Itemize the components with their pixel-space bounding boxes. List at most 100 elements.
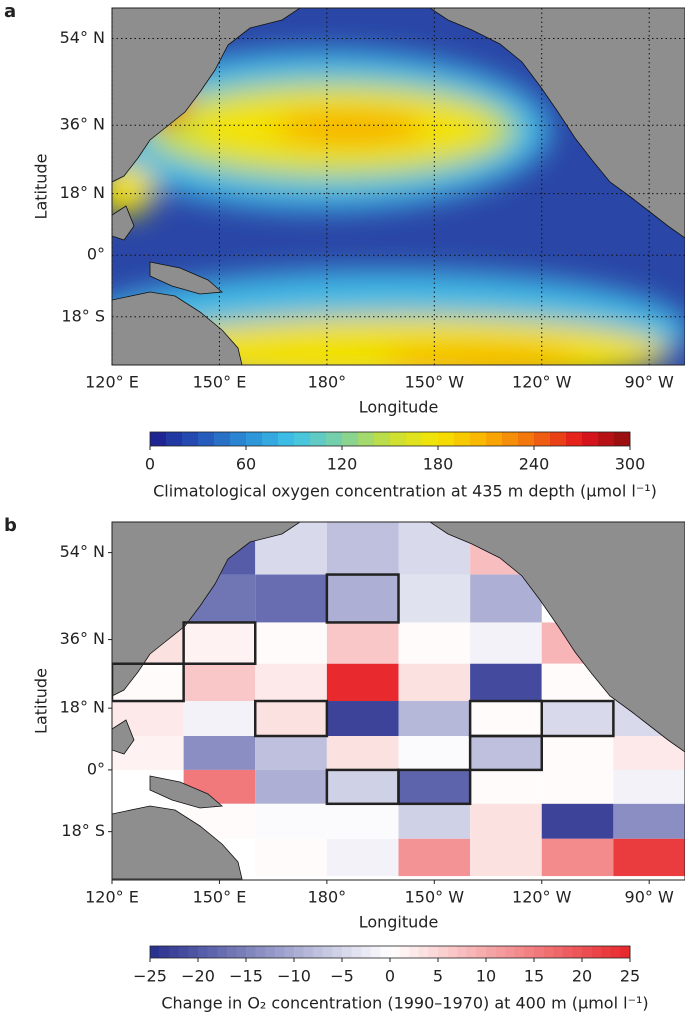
colorbar-tick-label: 120 — [327, 455, 358, 474]
x-tick-label: 180° — [308, 373, 347, 392]
grid-cell — [398, 769, 471, 804]
colorbar-swatch — [380, 946, 391, 958]
grid-cell — [255, 769, 327, 804]
grid-cell — [326, 522, 399, 575]
panel-label: a — [4, 1, 16, 22]
colorbar-tick-label: 0 — [385, 967, 395, 986]
colorbar-swatch — [166, 432, 183, 446]
grid-cell — [255, 574, 327, 623]
colorbar-swatch — [178, 946, 189, 958]
colorbar-swatch — [591, 946, 602, 958]
colorbar-swatch — [598, 432, 615, 446]
x-tick-label: 120° W — [512, 888, 572, 907]
y-tick-label: 18° S — [61, 306, 105, 325]
grid-cell — [326, 663, 399, 702]
grid-cell — [326, 736, 399, 770]
colorbar-swatch — [255, 946, 266, 958]
colorbar-tick-label: 240 — [519, 455, 550, 474]
colorbar-swatch — [278, 432, 295, 446]
colorbar-swatch — [572, 946, 583, 958]
colorbar-swatch — [342, 946, 352, 958]
colorbar-swatch — [361, 946, 372, 958]
grid-cell — [255, 701, 327, 737]
cell-outline — [397, 768, 472, 806]
cell-outline — [540, 699, 615, 738]
colorbar-swatch — [284, 946, 295, 958]
grid-cell — [183, 736, 256, 770]
x-tick-label: 90° W — [625, 373, 674, 392]
colorbar-swatch — [159, 946, 170, 958]
x-tick-label: 90° W — [625, 888, 674, 907]
colorbar-tick-label: 15 — [524, 967, 544, 986]
colorbar-swatch — [534, 432, 551, 446]
outlines — [112, 573, 615, 806]
colorbar-swatch — [543, 946, 554, 958]
colorbar-swatch — [226, 946, 237, 958]
y-tick-label: 0° — [87, 759, 105, 778]
colorbar-swatch — [466, 946, 477, 958]
grid-cell — [326, 622, 399, 664]
x-tick-label: 120° W — [512, 373, 572, 392]
colorbar-tick-label: 10 — [476, 967, 496, 986]
colorbar-swatch — [342, 432, 359, 446]
grid-cell — [398, 701, 471, 737]
colorbar-swatch — [582, 432, 599, 446]
grid-cell — [398, 838, 471, 877]
colorbar-swatch — [399, 946, 410, 958]
grid-cell — [398, 736, 471, 770]
colorbar-tick-label: 20 — [572, 967, 592, 986]
grid-cell — [541, 769, 614, 804]
colorbar-swatch — [351, 946, 362, 958]
colorbar-tick-label: 25 — [620, 967, 640, 986]
colorbar-swatch — [182, 432, 199, 446]
x-axis-label: Longitude — [359, 913, 439, 932]
colorbar-frame — [149, 431, 631, 447]
panel-label: b — [4, 515, 17, 536]
grid-cell — [470, 803, 542, 839]
oxygen-field — [112, 8, 685, 365]
colorbar-swatch — [610, 946, 621, 958]
colorbar-tick-label: −25 — [133, 967, 167, 986]
colorbar-swatch — [169, 946, 180, 958]
colorbar-swatch — [614, 432, 631, 446]
colorbar-swatch — [236, 946, 247, 958]
colorbar-swatch — [470, 432, 487, 446]
colorbar-swatch — [313, 946, 324, 958]
change-grid — [112, 522, 685, 877]
colorbar-swatch — [150, 432, 167, 446]
colorbar-swatch — [326, 432, 343, 446]
x-tick-label: 120° E — [85, 373, 139, 392]
colorbar-swatch — [562, 946, 573, 958]
colorbar-tick-label: −20 — [181, 967, 215, 986]
y-tick-label: 18° N — [60, 183, 105, 202]
cell-outline — [254, 699, 329, 738]
colorbar-swatch — [230, 432, 247, 446]
colorbar-swatch — [214, 432, 231, 446]
colorbar-swatch — [447, 946, 458, 958]
colorbar-swatch — [514, 946, 525, 958]
grid-cell — [398, 803, 471, 839]
grid-cell — [470, 838, 542, 877]
y-tick-label: 36° N — [60, 115, 105, 134]
colorbar-swatch — [390, 946, 400, 958]
colorbar-swatch — [274, 946, 285, 958]
colorbar-swatch — [294, 946, 304, 958]
colorbar-swatch — [406, 432, 423, 446]
grid-cell — [255, 736, 327, 770]
colorbar-swatch — [502, 432, 519, 446]
colorbar-swatch — [524, 946, 535, 958]
colorbar-swatch — [518, 432, 535, 446]
grid-cell — [255, 622, 327, 664]
colorbar-swatch — [438, 946, 448, 958]
x-axis-label: Longitude — [359, 398, 439, 417]
colorbar-swatch — [566, 432, 583, 446]
colorbar-tick-label: 180 — [423, 455, 454, 474]
colorbar-swatch — [438, 432, 455, 446]
x-tick-label: 150° E — [193, 888, 247, 907]
colorbar-swatch — [150, 946, 160, 958]
y-tick-label: 36° N — [60, 629, 105, 648]
grid-cell — [398, 622, 471, 664]
colorbar-tick-label: 0 — [145, 455, 155, 474]
y-tick-label: 0° — [87, 245, 105, 264]
